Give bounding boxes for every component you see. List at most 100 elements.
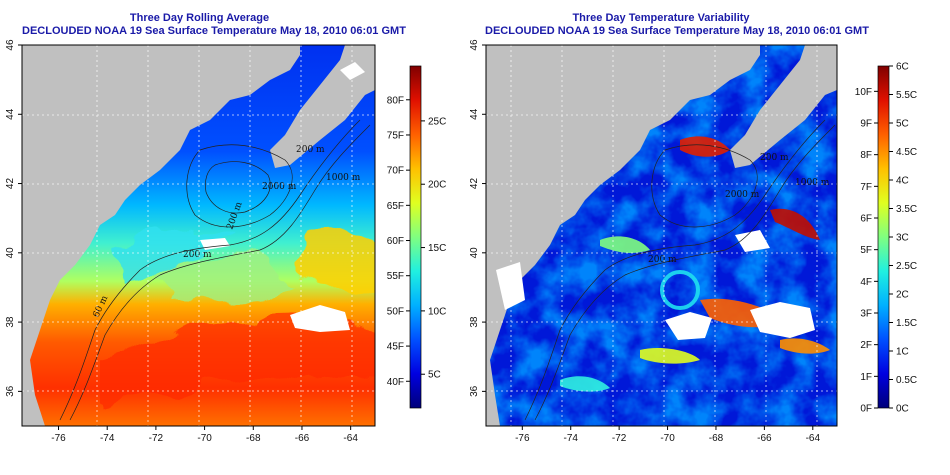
land-mass: [22, 45, 300, 426]
cb-c-label: 5C: [896, 119, 909, 130]
cloud-mask-r2: [665, 312, 712, 340]
cb-f-label: 1F: [860, 372, 872, 383]
graticule-right: [486, 45, 837, 426]
cb-f-label: 7F: [860, 182, 872, 193]
lat-tick-label: 46: [5, 39, 16, 51]
contour-label-r4: 200 m: [648, 255, 677, 265]
lon-tick-label: -68: [246, 433, 261, 444]
contour-label-r2: 1000 m: [795, 178, 830, 188]
cb-c-label: 15C: [428, 243, 446, 254]
cb-f-label: 65F: [387, 201, 404, 212]
cloud-mask-1: [290, 305, 350, 332]
right-colorbar-labels: 0F 1F 2F 3F 4F 5F 6F 7F 8F 9F 10F 0C 0.5C 1C 1.5C 2C 2.5…: [855, 62, 917, 415]
lat-tick-label: 40: [469, 247, 480, 259]
cb-f-label: 5F: [860, 245, 872, 256]
lat-tick-label: 44: [5, 108, 16, 120]
cb-c-label: 1.5C: [896, 318, 917, 329]
graticule-left: [22, 45, 375, 426]
cb-c-label: 3.5C: [896, 204, 917, 215]
cb-f-label: 6F: [860, 214, 872, 225]
lon-tick-label: -76: [51, 433, 66, 444]
lat-tick-label: 36: [5, 385, 16, 397]
left-map-area: 200 m 1000 m 200 m 2000 m 200 m 60 m: [22, 45, 375, 426]
gulf-stream: [100, 319, 375, 410]
cb-f-label: 40F: [387, 377, 404, 388]
lon-tick-label: -72: [612, 433, 627, 444]
lat-tick-label: 42: [469, 178, 480, 190]
lat-tick-label: 36: [469, 385, 480, 397]
cb-f-label: 55F: [387, 271, 404, 282]
cb-f-label: 70F: [387, 166, 404, 177]
cb-c-label: 25C: [428, 116, 446, 127]
land-mass-right: [486, 45, 760, 426]
lon-tick-label: -68: [709, 433, 724, 444]
lon-tick-label: -64: [343, 433, 358, 444]
lon-tick-label: -66: [757, 433, 772, 444]
cb-f-label: 3F: [860, 309, 872, 320]
left-axes: -76 -74 -72 -70 -68 -66 -64 36 38 40 42 44 46: [5, 39, 358, 444]
cb-c-label: 4.5C: [896, 147, 917, 158]
lon-tick-label: -64: [806, 433, 821, 444]
cb-f-label: 45F: [387, 342, 404, 353]
left-colorbar-labels: 40F 45F 50F 55F 60F 65F 70F 75F 80F 5C 10C 15C 20C 25…: [387, 95, 447, 387]
lon-tick-label: -74: [563, 433, 578, 444]
cb-c-label: 3C: [896, 233, 909, 244]
cb-c-label: 6C: [896, 62, 909, 73]
cb-c-label: 20C: [428, 180, 446, 191]
bathymetry-contours-right: [524, 119, 836, 421]
right-colorbar: [877, 65, 890, 409]
cloud-mask-3: [340, 62, 365, 80]
left-panel-title: Three Day Rolling Average: [129, 12, 270, 24]
cb-c-label: 4C: [896, 176, 909, 187]
cb-c-label: 5.5C: [896, 90, 917, 101]
left-colorbar: [409, 65, 422, 409]
right-map-area: 200 m 1000 m 2000 m 200 m: [486, 45, 837, 426]
right-panel-subtitle: DECLOUDED NOAA 19 Sea Surface Temperatur…: [485, 25, 869, 37]
cb-c-label: 2C: [896, 290, 909, 301]
left-panel-subtitle: DECLOUDED NOAA 19 Sea Surface Temperatur…: [22, 25, 406, 37]
contour-label-r3: 2000 m: [725, 190, 760, 200]
contour-label-4: 2000 m: [262, 182, 297, 192]
land-nova-scotia-right: [730, 45, 837, 168]
contour-label-1: 200 m: [296, 145, 325, 155]
cb-f-label: 80F: [387, 95, 404, 106]
lat-tick-label: 38: [5, 316, 16, 328]
right-panel-title: Three Day Temperature Variability: [572, 12, 750, 24]
cb-f-label: 60F: [387, 236, 404, 247]
lat-tick-label: 40: [5, 247, 16, 259]
lon-tick-label: -74: [100, 433, 115, 444]
contour-label-5: 200 m: [183, 250, 212, 260]
cb-f-label: 8F: [860, 150, 872, 161]
lon-tick-label: -70: [660, 433, 675, 444]
cb-f-label: 4F: [860, 277, 872, 288]
cb-c-label: 0.5C: [896, 375, 917, 386]
cb-c-label: 0C: [896, 404, 909, 415]
left-map-frame: [21, 44, 376, 427]
right-map-frame: [485, 44, 838, 427]
lat-tick-label: 42: [5, 178, 16, 190]
lat-tick-label: 44: [469, 108, 480, 120]
cb-f-label: 2F: [860, 340, 872, 351]
cb-f-label: 9F: [860, 119, 872, 130]
cb-c-label: 5C: [428, 370, 441, 381]
right-axes: -76 -74 -72 -70 -68 -66 -64 36 38 40 42 44 46: [469, 39, 820, 444]
cb-f-label: 10F: [855, 87, 872, 98]
cb-f-label: 0F: [860, 404, 872, 415]
lon-tick-label: -72: [149, 433, 164, 444]
cb-c-label: 1C: [896, 347, 909, 358]
cloud-mask-r4: [496, 262, 525, 310]
lat-tick-label: 46: [469, 39, 480, 51]
contour-label-2: 1000 m: [326, 173, 361, 183]
lat-tick-label: 38: [469, 316, 480, 328]
lon-tick-label: -70: [197, 433, 212, 444]
cool-filament: [160, 258, 300, 302]
cb-f-label: 75F: [387, 130, 404, 141]
cloud-mask-r3: [735, 230, 770, 252]
cb-c-label: 10C: [428, 306, 446, 317]
cb-c-label: 2.5C: [896, 261, 917, 272]
warm-eddy: [300, 225, 375, 300]
contour-label-r1: 200 m: [760, 153, 789, 163]
lon-tick-label: -66: [295, 433, 310, 444]
lon-tick-label: -76: [515, 433, 530, 444]
